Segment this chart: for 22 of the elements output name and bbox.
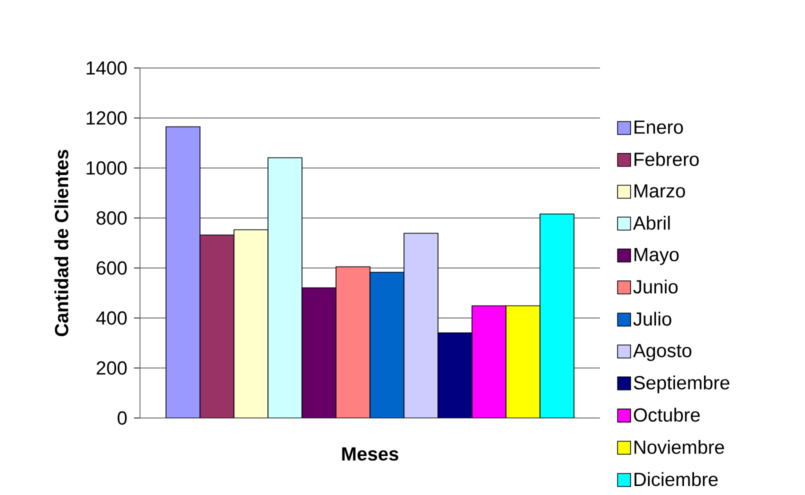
y-tick-label: 0 (118, 411, 127, 425)
legend-label: Diciembre (634, 472, 718, 486)
legend-label: Abril (633, 216, 670, 230)
y-tick-label: 600 (96, 261, 127, 275)
y-tick-label: 1400 (86, 61, 127, 75)
y-tick-label: 1000 (86, 161, 127, 175)
legend-label: Agosto (633, 344, 692, 362)
legend-label: Marzo (634, 184, 685, 198)
y-tick-label: 800 (96, 211, 127, 225)
y-tick-label: 200 (96, 361, 127, 375)
y-axis-title: Cantidad de Clientes (54, 150, 68, 336)
legend-label: Enero (634, 120, 683, 134)
legend-label: Octubre (634, 408, 700, 422)
y-tick-label: 400 (96, 311, 127, 325)
legend-label: Noviembre (634, 440, 724, 454)
legend-label: Julio (633, 312, 672, 326)
legend-label: Junio (633, 280, 678, 294)
x-axis-title: Meses (342, 447, 398, 461)
legend-label: Septiembre (634, 376, 730, 394)
y-tick-label: 1200 (86, 111, 127, 125)
legend-label: Mayo (634, 248, 679, 266)
legend-label: Febrero (634, 152, 699, 166)
